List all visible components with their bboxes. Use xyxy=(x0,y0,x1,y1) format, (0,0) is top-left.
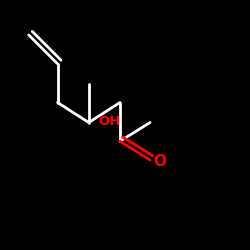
Text: OH: OH xyxy=(99,115,121,128)
Text: O: O xyxy=(154,154,167,169)
